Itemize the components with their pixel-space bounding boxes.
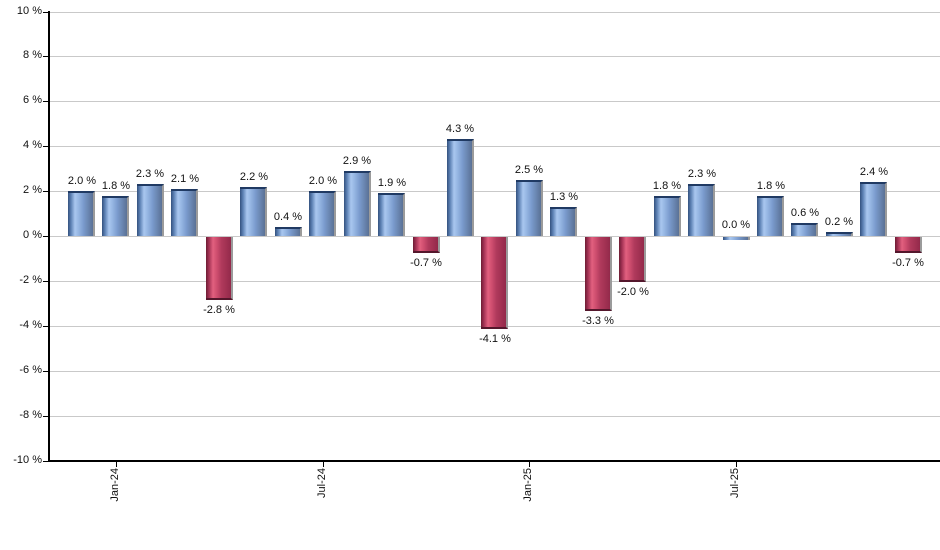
bar-positive — [550, 207, 577, 236]
bar-value-label: 2.3 % — [687, 168, 717, 180]
bar-value-label: 2.3 % — [135, 168, 165, 180]
y-tick-label: -10 % — [13, 454, 42, 466]
y-tick-label: -2 % — [19, 274, 42, 286]
bar-value-label: -0.7 % — [410, 257, 442, 269]
bar-positive — [654, 196, 681, 236]
bar-value-label: -2.8 % — [203, 304, 235, 316]
bar-zero — [723, 237, 750, 240]
x-tick-label: Jul-24 — [316, 468, 328, 498]
bar-value-label: 2.2 % — [239, 171, 269, 183]
y-tick-label: 8 % — [23, 49, 42, 61]
gridline — [50, 56, 940, 57]
x-tick-label: Jan-25 — [522, 468, 534, 502]
y-tick-label: 6 % — [23, 94, 42, 106]
bar-value-label: 2.0 % — [308, 175, 338, 187]
bar-positive — [171, 189, 198, 236]
bar-value-label: -0.7 % — [892, 257, 924, 269]
y-axis-tick — [43, 236, 48, 237]
bar-negative — [619, 237, 646, 282]
x-axis-tick — [529, 462, 530, 467]
bar-value-label: 0.2 % — [824, 216, 854, 228]
y-tick-label: 2 % — [23, 184, 42, 196]
bar-negative — [413, 237, 440, 253]
gridline — [50, 236, 940, 237]
y-axis-tick — [43, 101, 48, 102]
bar-positive — [275, 227, 302, 236]
bar-value-label: 2.5 % — [514, 164, 544, 176]
bar-value-label: 1.9 % — [377, 177, 407, 189]
y-axis-tick — [43, 281, 48, 282]
x-axis-tick — [736, 462, 737, 467]
bar-value-label: 1.8 % — [101, 180, 131, 192]
y-axis-tick — [43, 326, 48, 327]
bar-positive — [757, 196, 784, 236]
bar-positive — [791, 223, 818, 236]
gridline — [50, 101, 940, 102]
bar-positive — [344, 171, 371, 236]
bar-value-label: -3.3 % — [582, 315, 614, 327]
bar-value-label: 1.3 % — [549, 191, 579, 203]
bar-value-label: 1.8 % — [756, 180, 786, 192]
y-axis-tick — [43, 146, 48, 147]
x-axis-tick — [116, 462, 117, 467]
bar-negative — [481, 237, 508, 329]
bar-value-label: -2.0 % — [617, 286, 649, 298]
y-axis-tick — [43, 12, 48, 13]
bar-value-label: -4.1 % — [479, 333, 511, 345]
y-tick-label: 10 % — [16, 5, 42, 17]
bar-positive — [688, 184, 715, 236]
y-axis-tick — [43, 461, 48, 462]
bar-positive — [68, 191, 95, 236]
gridline — [50, 191, 940, 192]
bar-positive — [516, 180, 543, 236]
gridline — [50, 146, 940, 147]
bar-negative — [585, 237, 612, 311]
gridline — [50, 12, 940, 13]
bar-value-label: 0.0 % — [721, 219, 751, 231]
gridline — [50, 416, 940, 417]
y-axis-tick — [43, 56, 48, 57]
bar-negative — [895, 237, 922, 253]
y-tick-label: 4 % — [23, 139, 42, 151]
bar-value-label: 0.4 % — [273, 211, 303, 223]
y-tick-label: -4 % — [19, 319, 42, 331]
x-axis-tick — [323, 462, 324, 467]
bar-value-label: 1.8 % — [652, 180, 682, 192]
y-tick-label: -6 % — [19, 364, 42, 376]
bar-positive — [860, 182, 887, 236]
bar-value-label: 0.6 % — [790, 207, 820, 219]
y-axis-tick — [43, 191, 48, 192]
bar-value-label: 2.0 % — [67, 175, 97, 187]
bar-positive — [826, 232, 853, 236]
bar-positive — [102, 196, 129, 236]
bar-positive — [240, 187, 267, 236]
x-tick-label: Jul-25 — [729, 468, 741, 498]
bar-positive — [378, 193, 405, 236]
x-axis — [48, 460, 940, 462]
y-tick-label: 0 % — [23, 229, 42, 241]
y-axis — [48, 11, 50, 462]
bar-value-label: 2.9 % — [342, 155, 372, 167]
bar-positive — [309, 191, 336, 236]
bar-positive — [137, 184, 164, 236]
y-axis-tick — [43, 371, 48, 372]
y-tick-label: -8 % — [19, 409, 42, 421]
bar-negative — [206, 237, 233, 300]
y-axis-tick — [43, 416, 48, 417]
bar-value-label: 2.4 % — [859, 166, 889, 178]
bar-value-label: 2.1 % — [170, 173, 200, 185]
gridline — [50, 371, 940, 372]
x-tick-label: Jan-24 — [109, 468, 121, 502]
bar-value-label: 4.3 % — [445, 123, 475, 135]
bar-positive — [447, 139, 474, 236]
